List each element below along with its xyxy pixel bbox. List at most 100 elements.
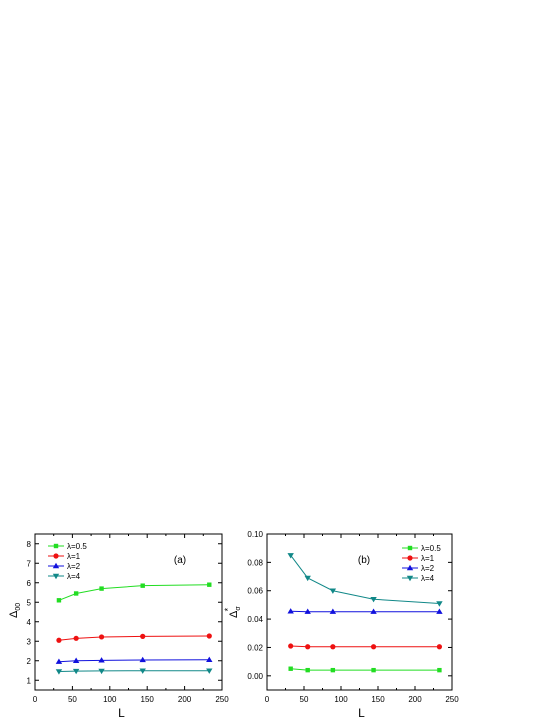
x-tick-label: 250 bbox=[215, 695, 229, 704]
legend-entry: λ=1 bbox=[48, 552, 81, 561]
data-point bbox=[56, 598, 62, 603]
data-point bbox=[207, 582, 212, 587]
legend-entry: λ=0.5 bbox=[402, 544, 441, 553]
y-axis-label-sub: σ bbox=[235, 606, 242, 611]
legend-label: λ=2 bbox=[67, 562, 81, 571]
data-point bbox=[329, 588, 337, 594]
legend-label: λ=1 bbox=[421, 554, 435, 563]
series-1 bbox=[288, 666, 442, 673]
data-point bbox=[437, 667, 442, 673]
data-point bbox=[436, 644, 443, 650]
series-line bbox=[58, 659, 210, 663]
x-tick-label: 100 bbox=[103, 695, 117, 704]
legend-entry: λ=4 bbox=[48, 572, 81, 581]
legend-entry: λ=0.5 bbox=[48, 542, 87, 551]
x-tick-label: 0 bbox=[265, 695, 270, 704]
legend-entry: λ=1 bbox=[402, 554, 435, 563]
x-axis-label: L bbox=[358, 706, 365, 720]
legend-marker bbox=[53, 553, 59, 559]
y-tick-label: 5 bbox=[27, 598, 32, 607]
legend-marker bbox=[52, 562, 60, 569]
legend-label: λ=2 bbox=[421, 564, 435, 573]
data-point bbox=[139, 668, 146, 674]
legend-marker bbox=[406, 575, 414, 582]
legend-marker bbox=[406, 564, 414, 571]
data-point bbox=[72, 668, 80, 675]
x-tick-label: 200 bbox=[408, 695, 422, 704]
data-point bbox=[288, 666, 293, 671]
data-point bbox=[73, 591, 79, 596]
y-tick-label: 0.06 bbox=[247, 587, 263, 596]
y-tick-label: 0.04 bbox=[247, 615, 263, 624]
series-2 bbox=[288, 643, 443, 650]
data-point bbox=[287, 553, 294, 559]
data-point bbox=[72, 657, 80, 663]
data-point bbox=[304, 575, 311, 582]
data-point bbox=[288, 643, 294, 649]
y-axis-label-sub: 00 bbox=[15, 603, 22, 611]
y-axis-label-main: Δ bbox=[8, 610, 20, 618]
data-point bbox=[330, 667, 336, 673]
data-point bbox=[206, 656, 213, 662]
plot-frame bbox=[34, 533, 223, 691]
data-point bbox=[98, 634, 105, 640]
chart-panel-a: 0 50 100 150 200 25012345678LΔ00(a)λ=0.5λ=1λ=… bbox=[8, 533, 229, 720]
series-line bbox=[58, 670, 210, 672]
y-tick-label: 0.02 bbox=[247, 643, 263, 652]
legend-label: λ=0.5 bbox=[421, 544, 441, 553]
y-tick-label: 8 bbox=[27, 540, 32, 549]
legend-entry: λ=2 bbox=[402, 564, 435, 573]
data-point bbox=[99, 586, 104, 591]
legend-marker bbox=[52, 573, 60, 580]
legend-label: λ=0.5 bbox=[67, 542, 87, 551]
series-1 bbox=[56, 582, 212, 603]
y-axis-label: Δ00 bbox=[8, 603, 22, 618]
series-line bbox=[58, 584, 210, 601]
data-point bbox=[98, 668, 105, 675]
x-axis-label: L bbox=[118, 706, 125, 720]
y-tick-label: 3 bbox=[27, 637, 32, 646]
legend-label: λ=1 bbox=[67, 552, 81, 561]
x-tick-label: 150 bbox=[141, 695, 155, 704]
legend-marker bbox=[407, 555, 413, 561]
x-tick-label: 50 bbox=[68, 695, 77, 704]
data-point bbox=[140, 633, 146, 639]
y-axis-label-main: Δ bbox=[228, 610, 240, 618]
panel-label: (a) bbox=[174, 555, 186, 566]
data-point bbox=[55, 658, 63, 664]
data-point bbox=[287, 608, 294, 614]
series-line bbox=[290, 645, 440, 648]
y-tick-label: 4 bbox=[27, 618, 32, 627]
legend-entry: λ=4 bbox=[402, 574, 435, 583]
series-3 bbox=[55, 656, 213, 664]
x-tick-label: 100 bbox=[334, 695, 348, 704]
chart-panel-b: 0 50 100 150 200 250 0.00 0.02 0.04 0.06 0.08 0.10 L… bbox=[223, 530, 459, 720]
y-tick-label: 0.08 bbox=[247, 558, 263, 567]
legend-entry: λ=2 bbox=[48, 562, 81, 571]
y-tick-label: 0.10 bbox=[247, 530, 263, 539]
data-point bbox=[305, 644, 311, 650]
data-point bbox=[371, 667, 376, 673]
y-axis-label-sup: * bbox=[223, 607, 233, 611]
data-point bbox=[329, 608, 337, 614]
data-point bbox=[140, 583, 145, 588]
y-tick-label: 1 bbox=[27, 676, 32, 685]
data-point bbox=[304, 608, 311, 614]
series-2 bbox=[56, 633, 212, 643]
data-point bbox=[330, 644, 336, 650]
data-point bbox=[206, 633, 212, 639]
series-line bbox=[58, 635, 210, 641]
data-point bbox=[55, 669, 63, 675]
y-axis-label: Δσ* bbox=[223, 606, 242, 618]
y-tick-label: 0.00 bbox=[247, 672, 263, 681]
data-point bbox=[98, 657, 105, 663]
panel-label: (b) bbox=[358, 555, 370, 566]
series-line bbox=[290, 668, 440, 671]
x-tick-label: 250 bbox=[445, 695, 459, 704]
x-tick-label: 200 bbox=[178, 695, 192, 704]
x-tick-label: 0 bbox=[33, 695, 38, 704]
data-point bbox=[370, 597, 377, 603]
data-point bbox=[436, 601, 443, 607]
data-point bbox=[436, 608, 443, 614]
